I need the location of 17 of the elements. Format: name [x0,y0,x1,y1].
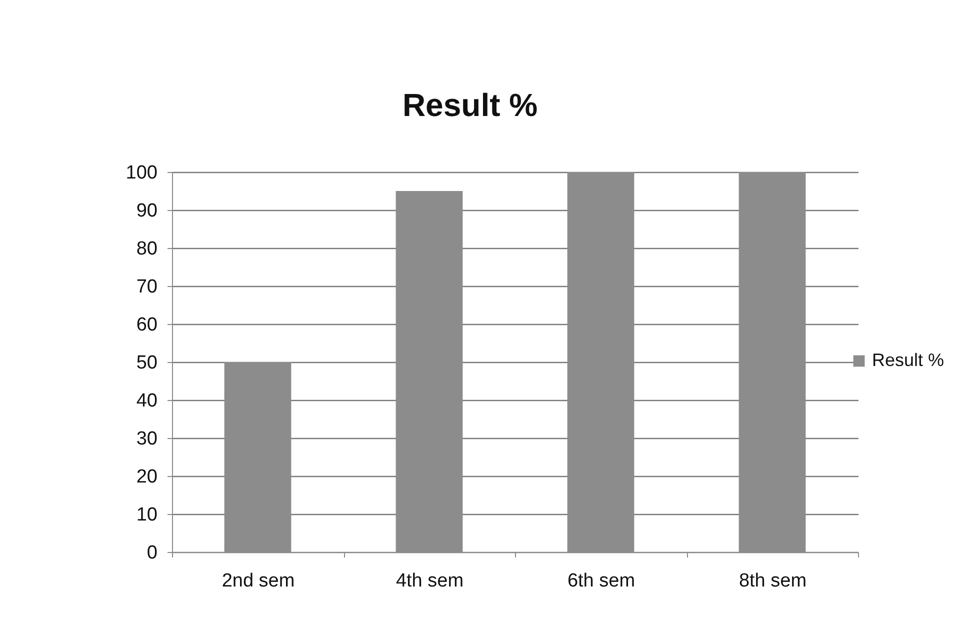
y-tick-label: 10 [136,504,158,526]
chart-title: Result % [402,87,538,123]
y-tick-label: 100 [126,162,158,184]
y-tick-label: 70 [136,276,158,298]
y-tick-label: 80 [136,238,158,260]
x-tick-label: 8th sem [738,570,807,592]
y-tick-label: 50 [136,352,158,374]
y-tick-label: 20 [136,466,158,488]
y-tick-label: 0 [146,542,158,564]
legend-label: Result % [872,350,944,370]
x-tick-label: 2nd sem [222,570,295,592]
y-tick-label: 40 [136,390,158,412]
x-tick-label: 6th sem [567,570,636,592]
y-tick-label: 30 [136,428,158,450]
y-tick-label: 60 [136,314,158,336]
x-tick-label: 4th sem [396,570,464,592]
y-tick-label: 90 [136,200,158,222]
